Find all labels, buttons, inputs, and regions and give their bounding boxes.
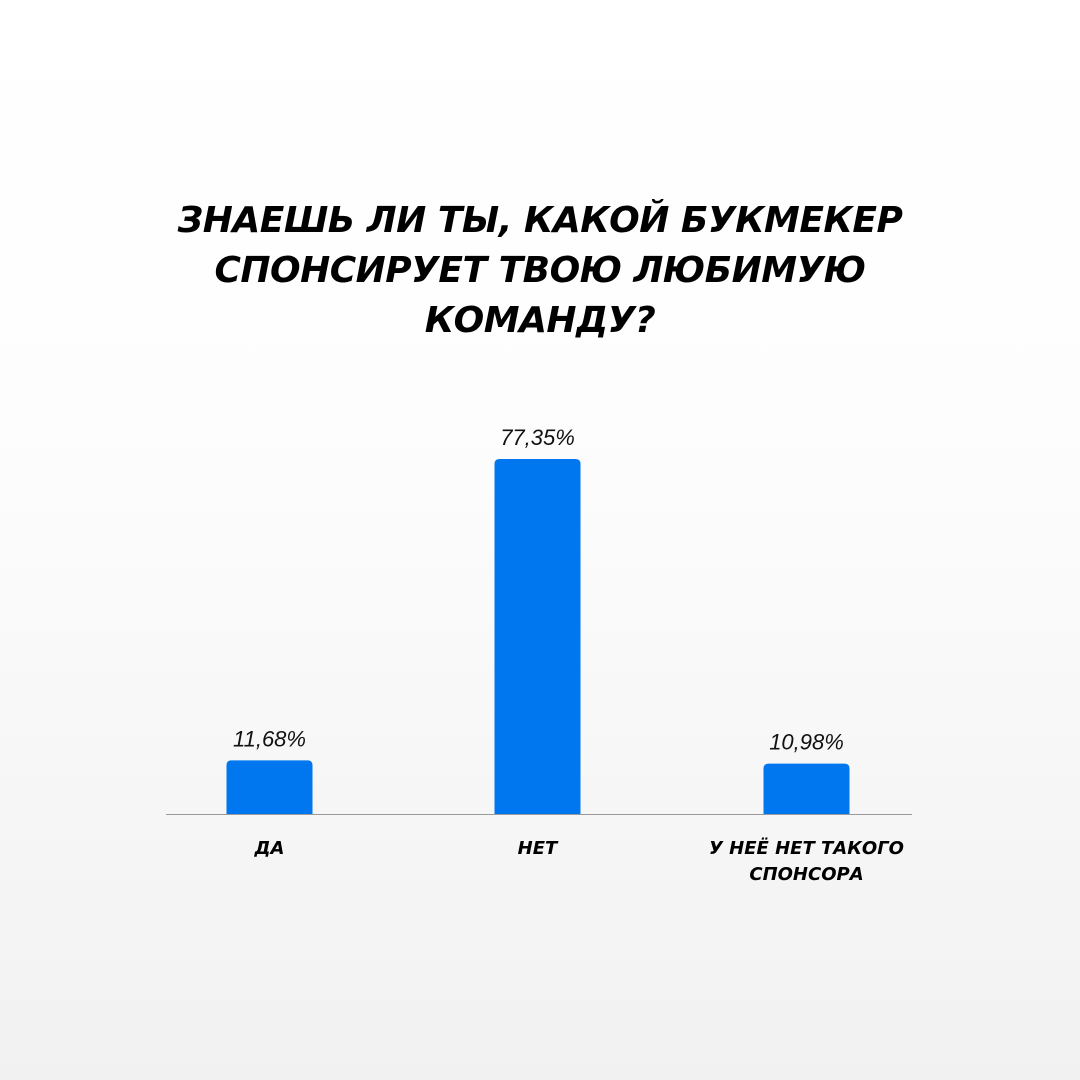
- chart-title: ЗНАЕШЬ ЛИ ТЫ, КАКОЙ БУКМЕКЕР СПОНСИРУЕТ …: [0, 196, 1080, 346]
- data-label: 10,98%: [769, 730, 844, 755]
- category-label: ДА: [254, 838, 285, 859]
- title-line: КОМАНДУ?: [424, 300, 656, 341]
- data-label: 11,68%: [233, 726, 306, 751]
- bar: [763, 763, 850, 814]
- data-label: 77,35%: [500, 425, 575, 450]
- category-label: У НЕЁ НЕТ ТАКОГО: [709, 837, 904, 859]
- category-label: НЕТ: [518, 838, 559, 859]
- category-label: СПОНСОРА: [749, 864, 863, 885]
- title-line: ЗНАЕШЬ ЛИ ТЫ, КАКОЙ БУКМЕКЕР: [177, 200, 903, 241]
- title-line: СПОНСИРУЕТ ТВОЮ ЛЮБИМУЮ: [214, 250, 866, 291]
- bar: [226, 760, 313, 814]
- bar: [494, 459, 581, 814]
